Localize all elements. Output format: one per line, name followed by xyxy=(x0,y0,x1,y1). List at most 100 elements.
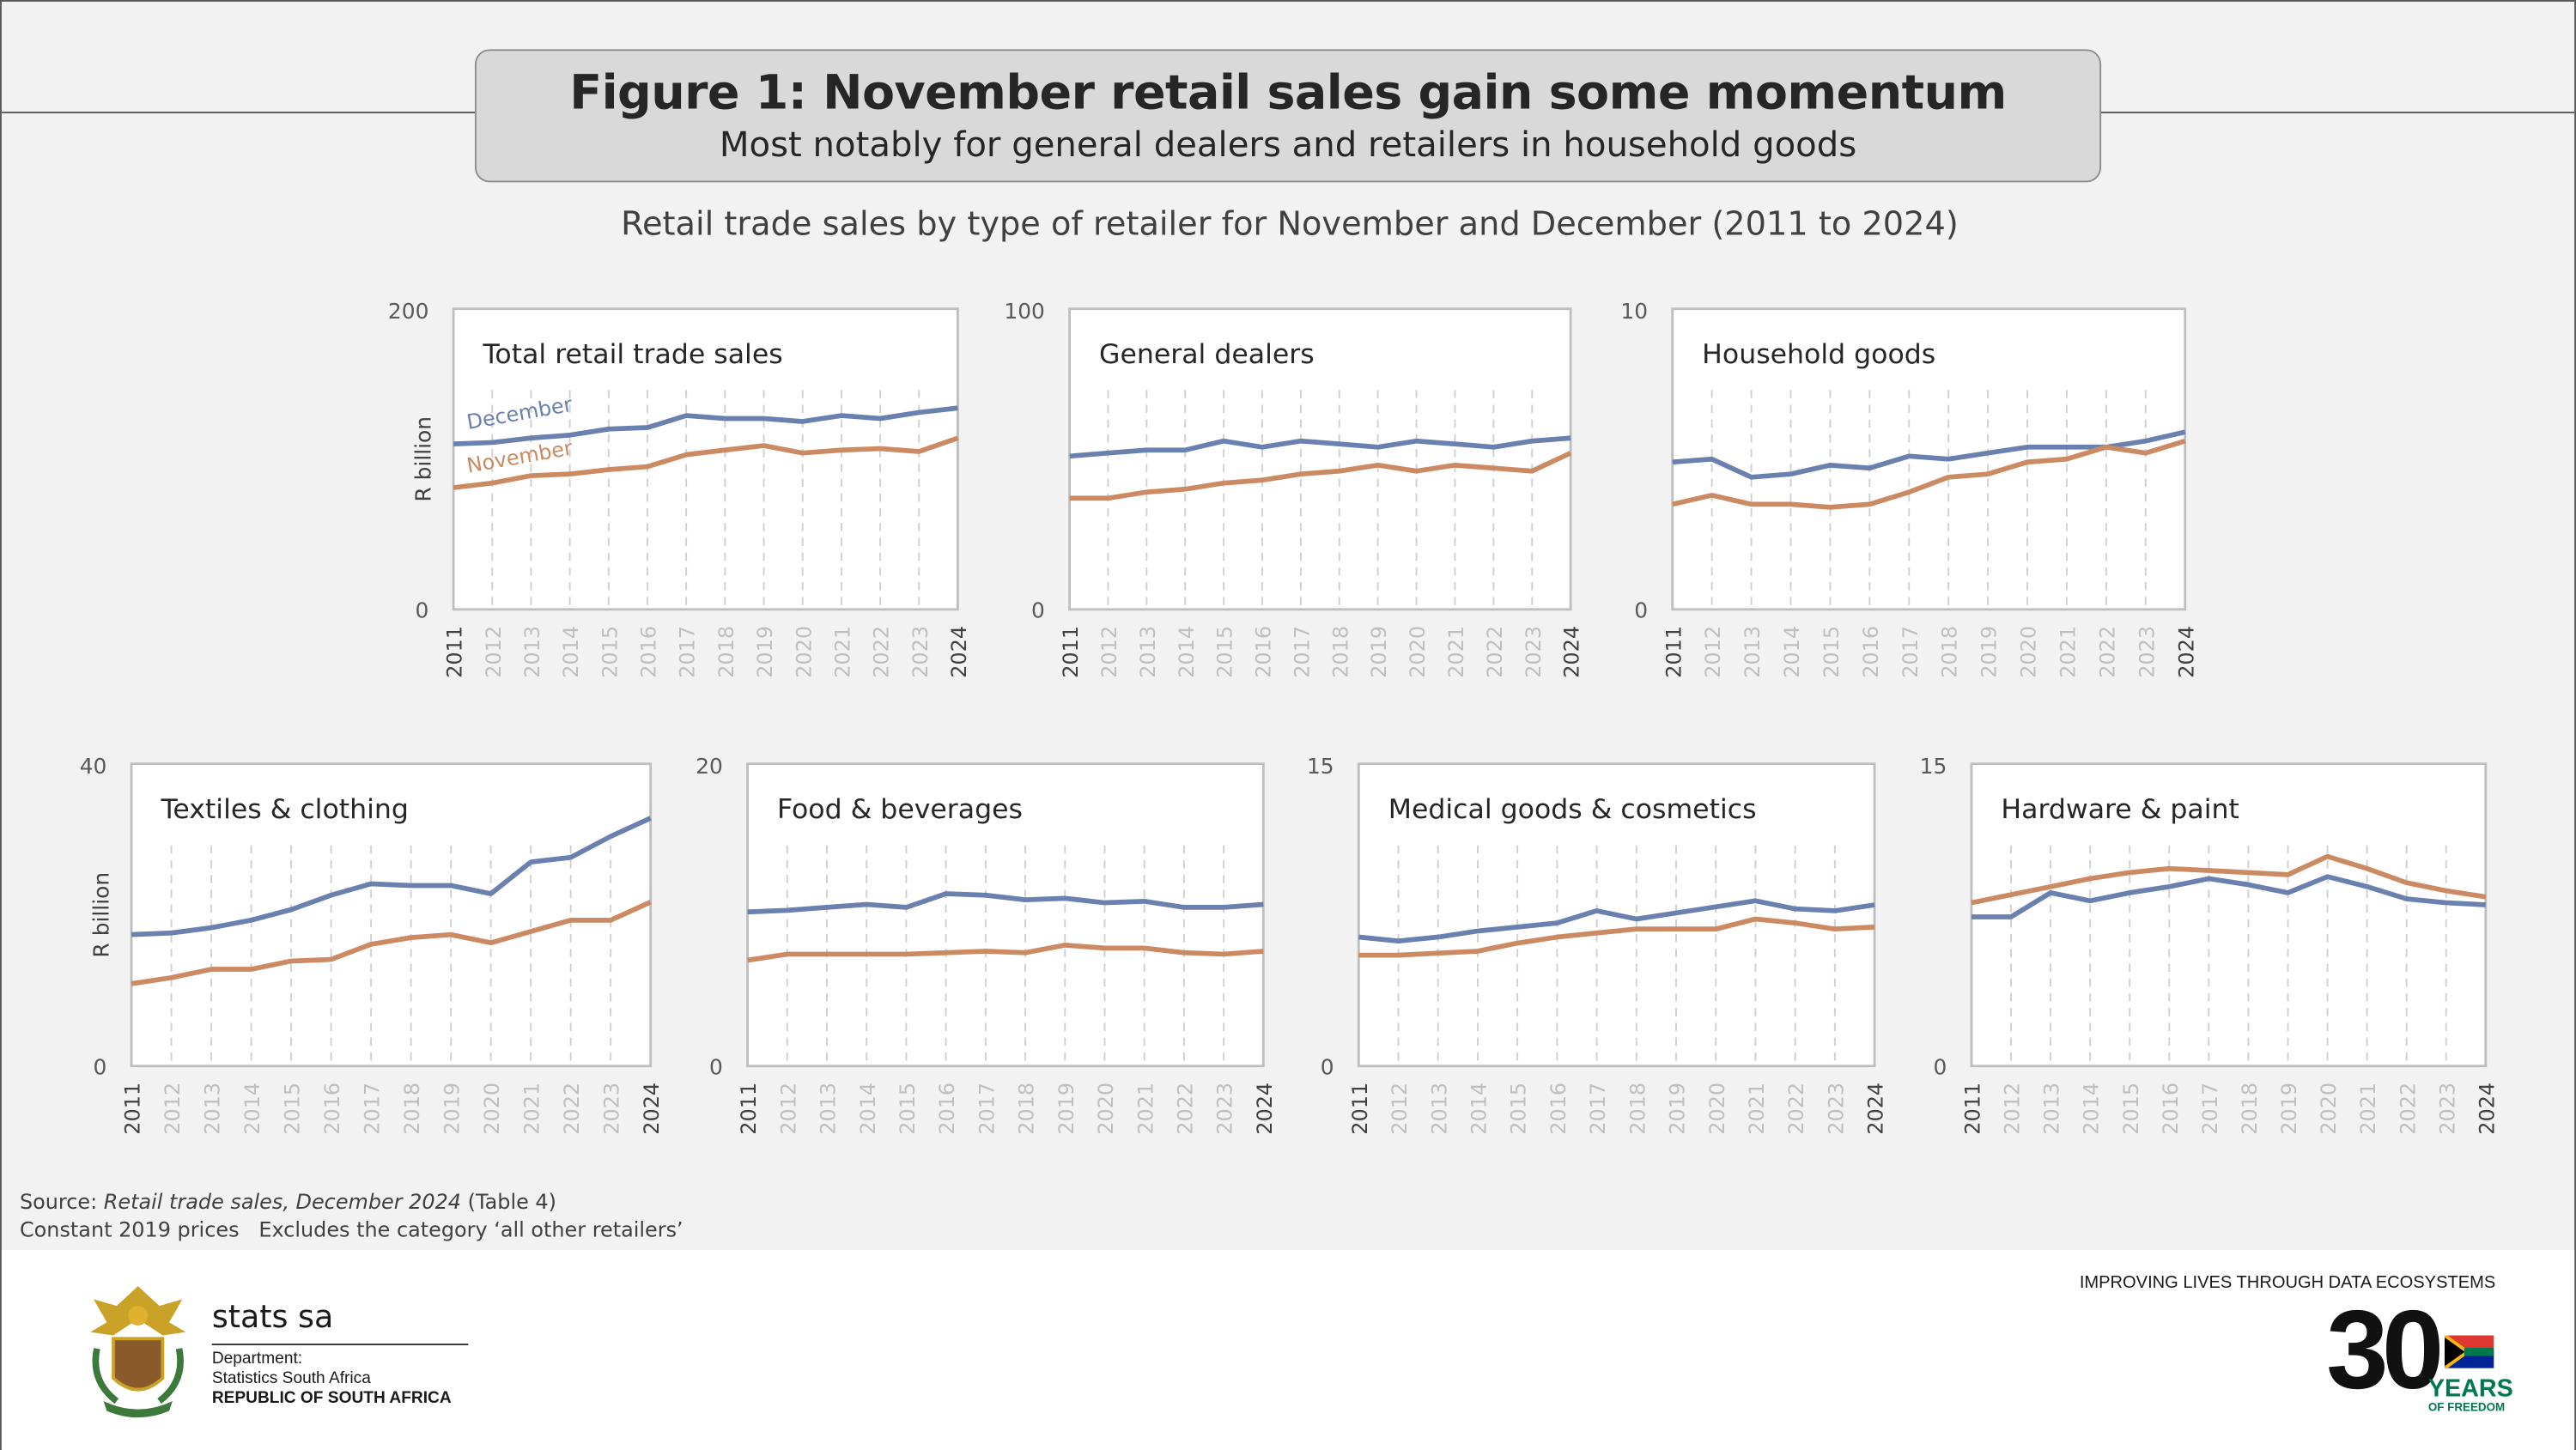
x-tick-label: 2016 xyxy=(1859,626,1883,678)
x-tick-label: 2023 xyxy=(908,626,933,678)
x-tick-label: 2018 xyxy=(1938,626,1962,678)
x-tick-label: 2014 xyxy=(240,1083,264,1135)
y-tick-label: 0 xyxy=(1634,598,1648,622)
coat-of-arms-icon xyxy=(90,1286,186,1418)
thirty-number: 30 xyxy=(2326,1288,2444,1413)
y-tick-label: 0 xyxy=(416,598,429,622)
x-tick-label: 2015 xyxy=(896,1083,920,1135)
chart-svg: Food & beverages 20 0 2011 2012 2013 2014 2015 2… xyxy=(696,754,1277,1135)
chart-food-beverages: Food & beverages 20 0 2011 2012 2013 2014 2015 2… xyxy=(696,754,1277,1135)
y-tick-label: 0 xyxy=(94,1054,107,1079)
chart-general-dealers: General dealers 100 0 2011 2012 2013 2014 2015 2… xyxy=(1004,299,1583,678)
x-tick-label: 2020 xyxy=(1406,626,1430,678)
x-tick-label: 2011 xyxy=(1059,626,1083,678)
x-tick-label: 2012 xyxy=(776,1083,800,1135)
x-tick-label: 2013 xyxy=(201,1083,225,1135)
chart-svg: Hardware & paint 15 0 2011 2012 2013 2014 2015 2… xyxy=(1920,754,2500,1135)
series-line-november xyxy=(1971,853,2487,906)
x-tick-label: 2021 xyxy=(830,626,854,678)
x-tick-label: 2014 xyxy=(1780,626,1804,678)
x-tick-label: 2014 xyxy=(1175,626,1199,678)
x-tick-label: 2018 xyxy=(400,1083,424,1135)
chart-svg: General dealers 100 0 2011 2012 2013 2014 2015 2… xyxy=(1004,299,1583,678)
figure-subtitle: Most notably for general dealers and ret… xyxy=(719,124,1857,165)
x-tick-label: 2021 xyxy=(2356,1083,2380,1135)
x-tick-label: 2021 xyxy=(2056,626,2080,678)
x-tick-label: 2013 xyxy=(1136,626,1160,678)
y-tick-label: 0 xyxy=(1321,1054,1334,1079)
dept-line-3: REPUBLIC OF SOUTH AFRICA xyxy=(211,1389,452,1408)
x-tick-label: 2018 xyxy=(1625,1083,1649,1135)
x-tick-label: 2012 xyxy=(1701,626,1725,678)
x-tick-label: 2014 xyxy=(559,626,583,678)
x-tick-label: 2024 xyxy=(640,1083,664,1135)
x-tick-label: 2023 xyxy=(1824,1083,1848,1135)
x-tick-label: 2022 xyxy=(560,1083,584,1135)
chart-svg: Total retail trade sales 200 0 R billion 201… xyxy=(388,299,971,678)
y-axis-label: R billion xyxy=(410,416,435,502)
x-tick-label: 2019 xyxy=(440,1083,465,1135)
series-line-december xyxy=(131,816,652,937)
thirty-years-logo: 30 YEARS OF FREEDOM xyxy=(2326,1288,2513,1430)
chart-title: Medical goods & cosmetics xyxy=(1388,794,1757,825)
x-tick-label: 2011 xyxy=(737,1083,761,1135)
x-tick-label: 2024 xyxy=(947,626,971,678)
x-tick-label: 2015 xyxy=(1507,1083,1531,1135)
x-tick-label: 2020 xyxy=(2017,626,2041,678)
x-tick-label: 2022 xyxy=(2396,1083,2420,1135)
x-tick-label: 2013 xyxy=(1427,1083,1451,1135)
x-tick-label: 2024 xyxy=(1253,1083,1277,1135)
dept-line-2: Statistics South Africa xyxy=(211,1369,371,1388)
series-line-december xyxy=(747,891,1264,915)
x-tick-label: 2011 xyxy=(121,1083,145,1135)
plot-area xyxy=(1068,307,1572,611)
y-tick-label: 0 xyxy=(709,1054,723,1079)
department-block: Department: Statistics South Africa REPU… xyxy=(212,1350,452,1410)
x-tick-label: 2021 xyxy=(1133,1083,1157,1135)
chart-title: Hardware & paint xyxy=(2001,794,2239,825)
x-tick-label: 2015 xyxy=(1820,626,1844,678)
y-tick-label: 10 xyxy=(1620,299,1648,324)
x-tick-label: 2024 xyxy=(2174,626,2198,678)
chart-title: Textiles & clothing xyxy=(161,794,409,825)
y-tick-label: 0 xyxy=(1933,1054,1947,1079)
chart-total-retail: Total retail trade sales 200 0 R billion 201… xyxy=(388,299,971,678)
x-tick-label: 2011 xyxy=(1961,1083,1985,1135)
series-line-december xyxy=(453,405,958,447)
x-tick-label: 2016 xyxy=(1252,626,1276,678)
y-tick-label: 15 xyxy=(1920,754,1947,779)
x-tick-label: 2017 xyxy=(2198,1083,2222,1135)
chart-svg: Textiles & clothing 40 0 R billion 2011 2012 2… xyxy=(80,754,665,1135)
series-line-november xyxy=(453,435,959,490)
footer: stats sa Department: Statistics South Af… xyxy=(1,1250,2575,1450)
plot-area xyxy=(1970,762,2488,1068)
x-tick-label: 2015 xyxy=(2119,1083,2143,1135)
x-tick-label: 2013 xyxy=(817,1083,841,1135)
chart-medical-cosmetics: Medical goods & cosmetics 15 0 2011 2012 2013… xyxy=(1307,754,1888,1135)
x-tick-label: 2016 xyxy=(2159,1083,2183,1135)
x-tick-label: 2021 xyxy=(1745,1083,1769,1135)
chart-hardware-paint: Hardware & paint 15 0 2011 2012 2013 2014 2015 2… xyxy=(1920,754,2500,1135)
y-tick-label: 15 xyxy=(1307,754,1334,779)
source-prefix: Source: xyxy=(19,1189,104,1214)
x-tick-label: 2012 xyxy=(482,626,506,678)
x-tick-label: 2024 xyxy=(1864,1083,1888,1135)
x-tick-label: 2019 xyxy=(753,626,777,678)
x-tick-label: 2014 xyxy=(1467,1083,1492,1135)
sa-flag-icon xyxy=(2444,1335,2494,1368)
x-tick-label: 2016 xyxy=(637,626,661,678)
x-tick-label: 2023 xyxy=(1213,1083,1237,1135)
y-tick-label: 20 xyxy=(696,754,723,779)
x-tick-label: 2020 xyxy=(2317,1083,2341,1135)
brand-name: stats sa xyxy=(211,1299,334,1336)
source-notes: Constant 2019 prices Excludes the catego… xyxy=(19,1216,683,1242)
chart-textiles-clothing: Textiles & clothing 40 0 R billion 2011 2012 2… xyxy=(80,754,665,1135)
of-freedom-label: OF FREEDOM xyxy=(2427,1402,2506,1415)
x-tick-label: 2018 xyxy=(1015,1083,1039,1135)
x-tick-label: 2016 xyxy=(320,1083,344,1135)
source-publication: Retail trade sales, December 2024 xyxy=(103,1189,462,1214)
chart-household-goods: Household goods 10 0 2011 2012 2013 2014 2015 20… xyxy=(1620,299,2198,678)
y-tick-label: 0 xyxy=(1031,598,1045,622)
x-tick-label: 2016 xyxy=(935,1083,959,1135)
x-tick-label: 2017 xyxy=(1899,626,1923,678)
